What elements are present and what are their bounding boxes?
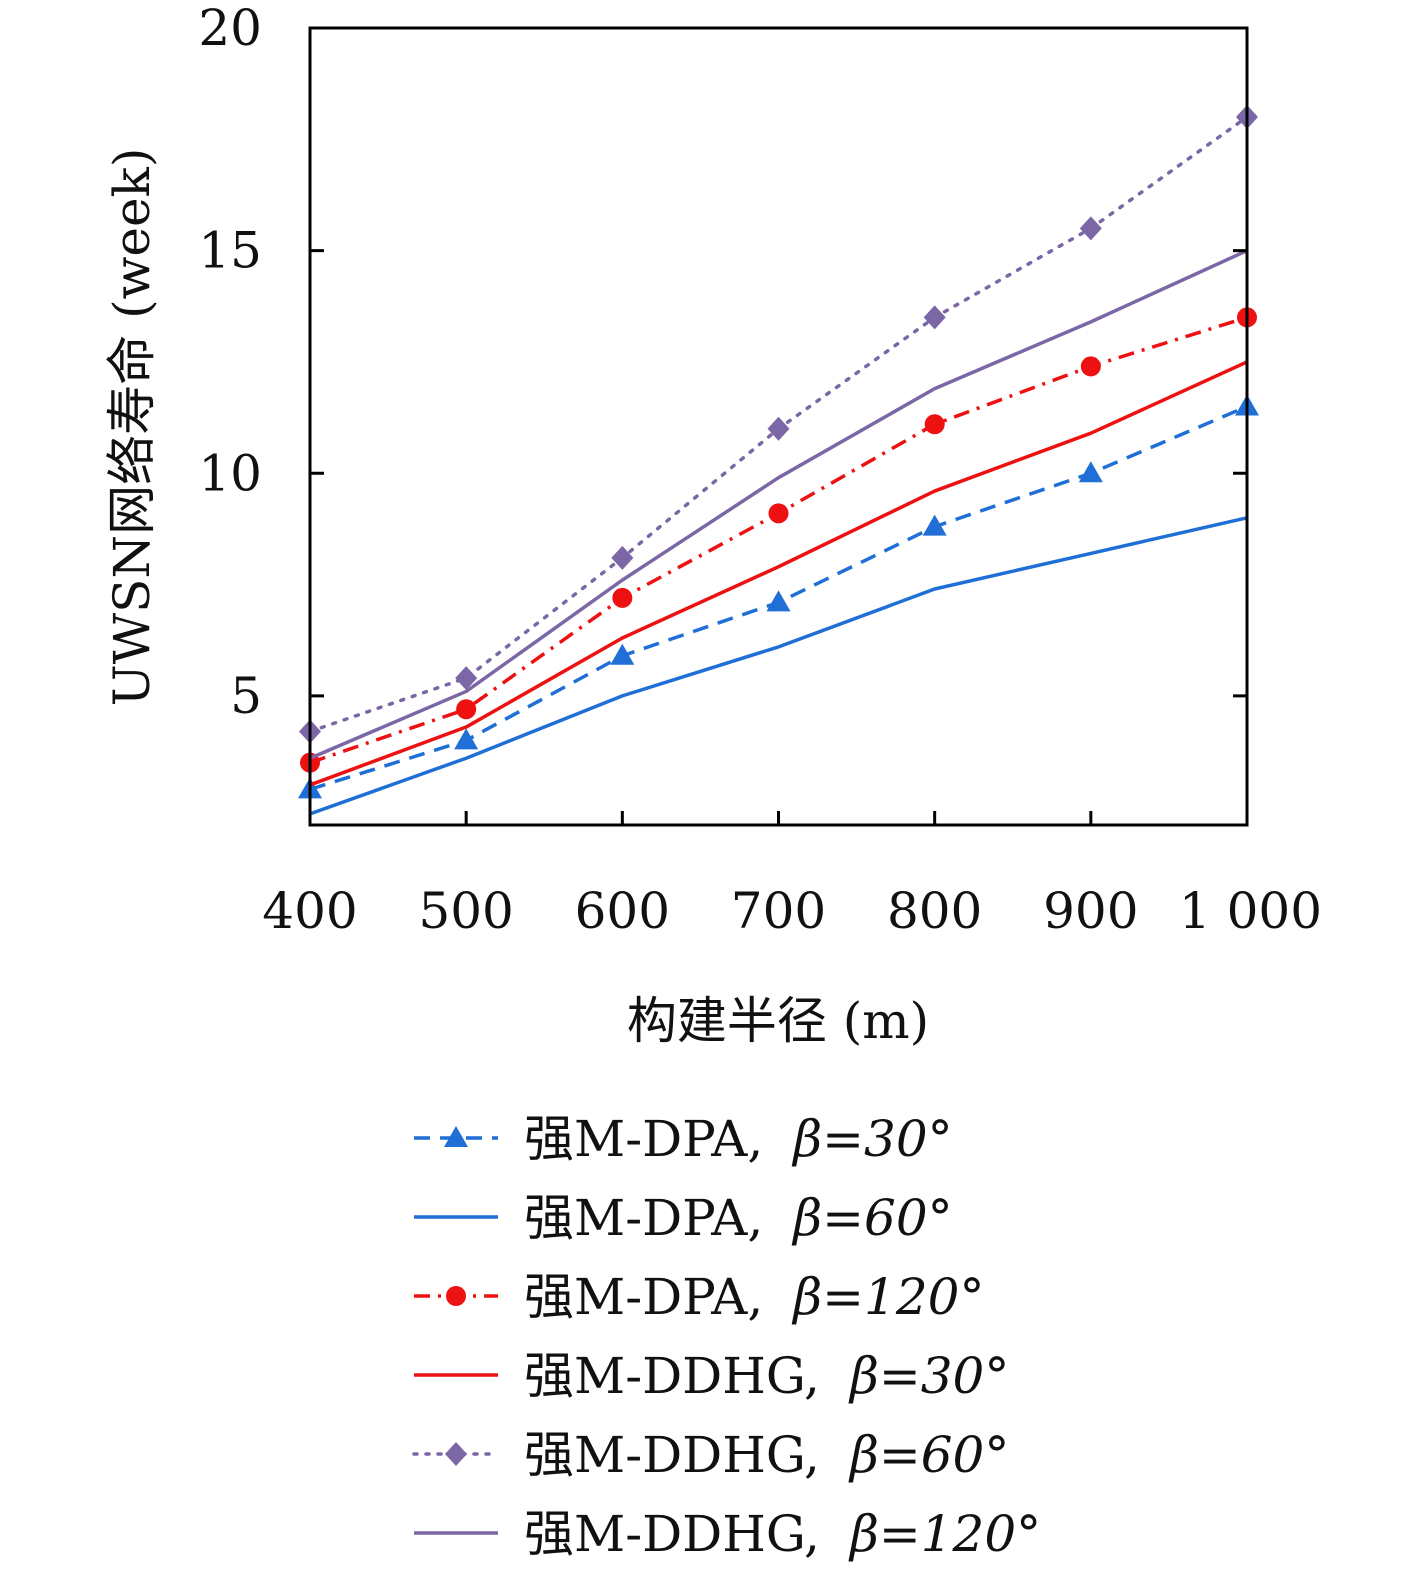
legend-item: 强M-DPA, β=120°: [414, 1268, 984, 1326]
legend-marker: [444, 1126, 468, 1147]
legend-item: 强M-DPA, β=60°: [414, 1189, 953, 1247]
data-point: [454, 728, 479, 750]
data-point: [610, 643, 635, 665]
series-3: [300, 307, 1257, 773]
y-axis: 5 10 15 20: [198, 0, 1247, 725]
legend-label-math: β=60°: [791, 1189, 952, 1247]
y-tick-label: 10: [198, 444, 262, 502]
legend-label-math: β=30°: [848, 1347, 1009, 1405]
legend-label: 强M-DDHG, β=30°: [524, 1347, 1009, 1405]
legend-label-main: 强M-DPA,: [524, 1268, 763, 1326]
x-tick-label: 700: [731, 882, 826, 940]
legend-marker: [445, 1442, 467, 1466]
legend-label: 强M-DPA, β=60°: [524, 1189, 953, 1247]
x-tick-label: 1 000: [1179, 882, 1322, 940]
legend-item: 强M-DDHG, β=30°: [414, 1347, 1009, 1405]
data-point: [612, 587, 633, 608]
x-tick-label: 800: [887, 882, 982, 940]
series-line: [309, 249, 1248, 760]
series-2: [309, 516, 1248, 816]
x-tick-label: 500: [418, 882, 513, 940]
series-line: [309, 315, 1248, 765]
legend-item: 强M-DDHG, β=120°: [414, 1505, 1041, 1563]
legend-label: 强M-DPA, β=30°: [524, 1110, 953, 1168]
x-tick-label: 600: [575, 882, 670, 940]
x-axis-title: 构建半径 (m): [627, 992, 929, 1050]
data-point: [455, 666, 478, 691]
legend-label-main: 强M-DDHG,: [524, 1347, 820, 1405]
y-tick-label: 20: [198, 0, 262, 57]
legend-label-main: 强M-DDHG,: [524, 1426, 820, 1484]
x-tick-label: 900: [1043, 882, 1138, 940]
series-5: [299, 105, 1258, 744]
legend: 强M-DPA, β=30°强M-DPA, β=60°强M-DPA, β=120°强M-…: [412, 1110, 1041, 1563]
legend-label: 强M-DPA, β=120°: [524, 1268, 984, 1326]
legend-item: 强M-DDHG, β=60°: [412, 1426, 1009, 1484]
legend-item: 强M-DPA, β=30°: [414, 1110, 953, 1168]
data-point: [768, 503, 789, 524]
legend-label-main: 强M-DDHG,: [524, 1505, 820, 1563]
x-tick-label: 400: [262, 882, 357, 940]
y-axis-title: UWSN网络寿命 (week): [103, 148, 161, 707]
y-tick-label: 15: [198, 222, 262, 280]
legend-label-math: β=120°: [791, 1268, 984, 1326]
legend-label-math: β=60°: [848, 1426, 1009, 1484]
data-point: [1080, 356, 1101, 377]
y-tick-label: 5: [230, 667, 262, 725]
series-4: [309, 360, 1248, 787]
data-point: [1078, 461, 1103, 483]
legend-label: 强M-DDHG, β=120°: [524, 1505, 1041, 1563]
legend-label-math: β=30°: [791, 1110, 952, 1168]
data-point: [611, 545, 634, 570]
data-point: [767, 416, 790, 441]
plot-area: [298, 105, 1259, 816]
legend-label: 强M-DDHG, β=60°: [524, 1426, 1009, 1484]
series-line: [309, 516, 1248, 816]
data-point: [923, 305, 946, 330]
x-axis: 400 500 600 700 800 900 1 000: [262, 811, 1322, 940]
data-point: [1079, 216, 1102, 241]
series-line: [309, 360, 1248, 787]
legend-label-main: 强M-DPA,: [524, 1110, 763, 1168]
data-point: [922, 514, 947, 536]
legend-marker: [446, 1286, 466, 1306]
series-6: [309, 249, 1248, 760]
data-point: [924, 414, 945, 435]
data-point: [456, 699, 477, 720]
legend-label-main: 强M-DPA,: [524, 1189, 763, 1247]
legend-label-math: β=120°: [848, 1505, 1041, 1563]
data-point: [766, 590, 791, 612]
